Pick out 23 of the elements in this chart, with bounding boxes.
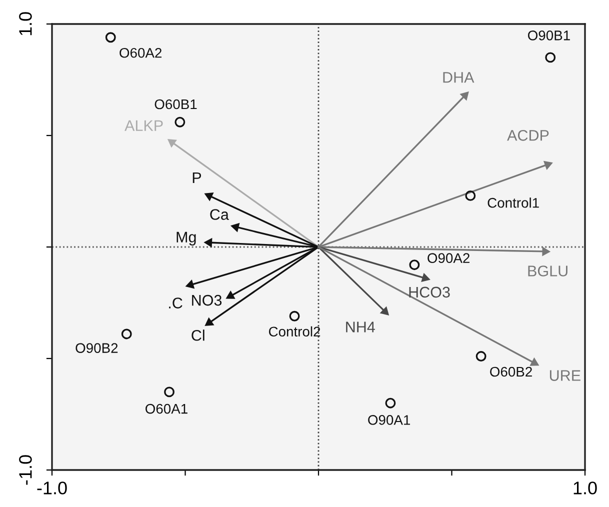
series-label: HCO3	[409, 286, 450, 298]
annotation: O60B2	[490, 366, 532, 377]
series-label: BGLU	[528, 266, 568, 276]
annotation: O60A1	[146, 404, 188, 414]
series-label: DHA	[443, 72, 474, 83]
series-label: Cl	[192, 330, 204, 341]
series-label: P	[192, 172, 202, 183]
series-label: Ca	[210, 209, 229, 220]
series-label: ACDP	[507, 130, 549, 141]
series-label: ALKP	[124, 120, 163, 131]
annotation: O90B2	[76, 343, 118, 353]
series-label: NH4	[346, 322, 375, 332]
annotation: O90A2	[428, 253, 470, 264]
annotation: O90A1	[368, 415, 410, 425]
annotation: Control1	[488, 198, 539, 208]
series-label: Mg	[176, 232, 196, 246]
series-label: .C	[169, 298, 182, 308]
annotation: Control2	[268, 326, 320, 337]
series-label: NO3	[192, 294, 222, 306]
annotation: O60B1	[154, 99, 197, 110]
annotation: O90B1	[528, 30, 570, 40]
series-label: URE	[550, 370, 580, 381]
annotation: O60A2	[120, 48, 162, 58]
